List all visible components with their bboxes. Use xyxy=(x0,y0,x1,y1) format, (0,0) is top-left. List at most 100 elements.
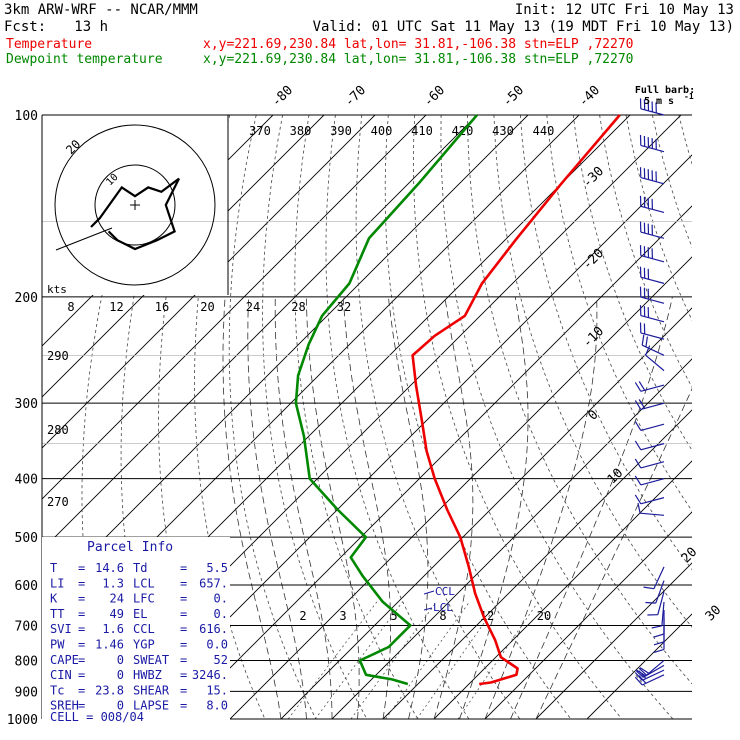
wind-barb xyxy=(647,591,665,616)
mixing-ratio-label: 2 xyxy=(299,609,306,623)
parcel-row-label: SWEAT xyxy=(133,653,169,667)
level-markers: CCL LCL xyxy=(423,585,455,614)
wind-barb-feather xyxy=(634,440,642,451)
wind-barb xyxy=(634,381,665,392)
dry-adiabat-label: 280 xyxy=(47,423,69,437)
wind-barb-staff xyxy=(661,601,665,626)
mixing-ratio-label: 20 xyxy=(537,609,551,623)
moist-adiabat xyxy=(459,296,529,719)
wind-barb-staff xyxy=(640,461,665,469)
ccl-marker-line xyxy=(423,590,435,595)
wind-barb-staff xyxy=(640,423,665,431)
theta-label: 440 xyxy=(533,124,555,138)
wind-barb xyxy=(639,195,665,214)
hodograph-speed-label: 28 xyxy=(291,300,305,314)
parcel-row-label: LFC xyxy=(133,592,155,606)
isotherm-line xyxy=(484,511,692,719)
isotherm-line xyxy=(433,460,692,719)
parcel-row-value: 8.0 xyxy=(206,699,228,713)
wind-barb xyxy=(637,502,665,516)
wind-barb xyxy=(634,421,665,431)
wind-barb-feather xyxy=(651,625,663,629)
pressure-label: 200 xyxy=(15,291,38,306)
wind-barb xyxy=(639,167,665,185)
hodograph-storm-motion xyxy=(55,227,113,251)
wind-barb-feather xyxy=(638,675,647,684)
theta-label: 430 xyxy=(492,124,514,138)
mixing-ratio-label: 8 xyxy=(439,609,446,623)
fcst-value: 13 h xyxy=(74,19,108,35)
isotherm-line xyxy=(42,115,529,602)
parcel-row-eq: = xyxy=(78,561,85,575)
parcel-row-label: Td xyxy=(133,561,147,575)
mixing-ratio-label: 3 xyxy=(339,609,346,623)
wind-barb xyxy=(639,266,665,284)
parcel-row-eq: = xyxy=(180,561,187,575)
pressure-label: 100 xyxy=(15,109,38,124)
parcel-row-eq: = xyxy=(180,607,187,621)
parcel-row-value: 0 xyxy=(117,699,124,713)
parcel-row-label: CCL xyxy=(133,622,155,636)
pressure-label: 900 xyxy=(15,685,38,700)
mixing-ratio-label: 5 xyxy=(390,609,397,623)
wind-barb-feather xyxy=(634,676,643,686)
hodograph-speed-label: 20 xyxy=(200,300,214,314)
model-title: 3km ARW-WRF -- NCAR/MMM xyxy=(4,2,198,18)
wind-barb xyxy=(651,601,665,629)
wind-barb xyxy=(634,674,665,686)
wind-barb xyxy=(645,580,665,604)
wind-barb xyxy=(653,625,665,653)
parcel-row-label: SVI xyxy=(50,622,72,636)
parcel-info-background xyxy=(42,537,230,725)
wind-barb xyxy=(635,664,665,678)
parcel-row-value: 0.0 xyxy=(206,638,228,652)
parcel-row-eq: = xyxy=(78,622,85,636)
isotherm-line xyxy=(280,307,692,719)
wind-barb xyxy=(634,494,665,505)
wind-barb-staff xyxy=(640,332,665,340)
parcel-row-value: 1.3 xyxy=(102,576,124,590)
wind-barb-feather xyxy=(634,458,642,469)
theta-label: 380 xyxy=(290,124,312,138)
hodograph-speed-label: 12 xyxy=(109,300,123,314)
parcel-row-label: CIN xyxy=(50,668,72,682)
wind-barb-staff xyxy=(640,315,665,323)
theta-label: 400 xyxy=(371,124,393,138)
mixing-ratio-line xyxy=(287,601,378,719)
pressure-label: 600 xyxy=(15,579,38,594)
pressure-label: 800 xyxy=(15,654,38,669)
parcel-row-value: 1.6 xyxy=(102,622,124,636)
parcel-row-value: 1.46 xyxy=(95,638,124,652)
parcel-row-eq: = xyxy=(78,653,85,667)
wind-barb xyxy=(634,475,665,486)
parcel-row-label: YGP xyxy=(133,638,155,652)
wind-barb-staff xyxy=(640,497,665,505)
isotherm-line xyxy=(586,613,692,719)
wind-barb-feather xyxy=(645,345,651,356)
barb-legend-exponent: -1 xyxy=(684,92,694,101)
wind-barb xyxy=(634,399,665,410)
theta-label: 370 xyxy=(249,124,271,138)
wind-barb-feather xyxy=(653,633,665,638)
fcst-label: Fcst: xyxy=(4,19,46,35)
parcel-row-label: EL xyxy=(133,607,147,621)
parcel-row-eq: = xyxy=(78,683,85,697)
wind-barb xyxy=(639,245,665,263)
wind-barb-staff xyxy=(641,344,665,356)
parcel-row-label: TT xyxy=(50,607,64,621)
wind-barb-feather xyxy=(638,381,646,391)
wind-barb xyxy=(641,334,665,356)
hodograph-inner-ring xyxy=(94,164,176,246)
wind-barb xyxy=(634,440,665,451)
valid-time: Valid: 01 UTC Sat 11 May 13 (19 MDT Fri … xyxy=(313,19,734,35)
dry-adiabat-label: 270 xyxy=(47,495,69,509)
parcel-row-value: 657. xyxy=(199,576,228,590)
wind-barb-feather xyxy=(639,667,650,674)
wind-barb-staff xyxy=(653,566,665,589)
ccl-marker: CCL xyxy=(435,585,455,598)
wind-barbs xyxy=(634,98,665,686)
wind-barb-staff xyxy=(645,354,665,372)
barb-legend-title: Full barb: xyxy=(635,85,695,96)
parcel-row-value: 616. xyxy=(199,622,228,636)
isotherm-line xyxy=(535,562,692,719)
